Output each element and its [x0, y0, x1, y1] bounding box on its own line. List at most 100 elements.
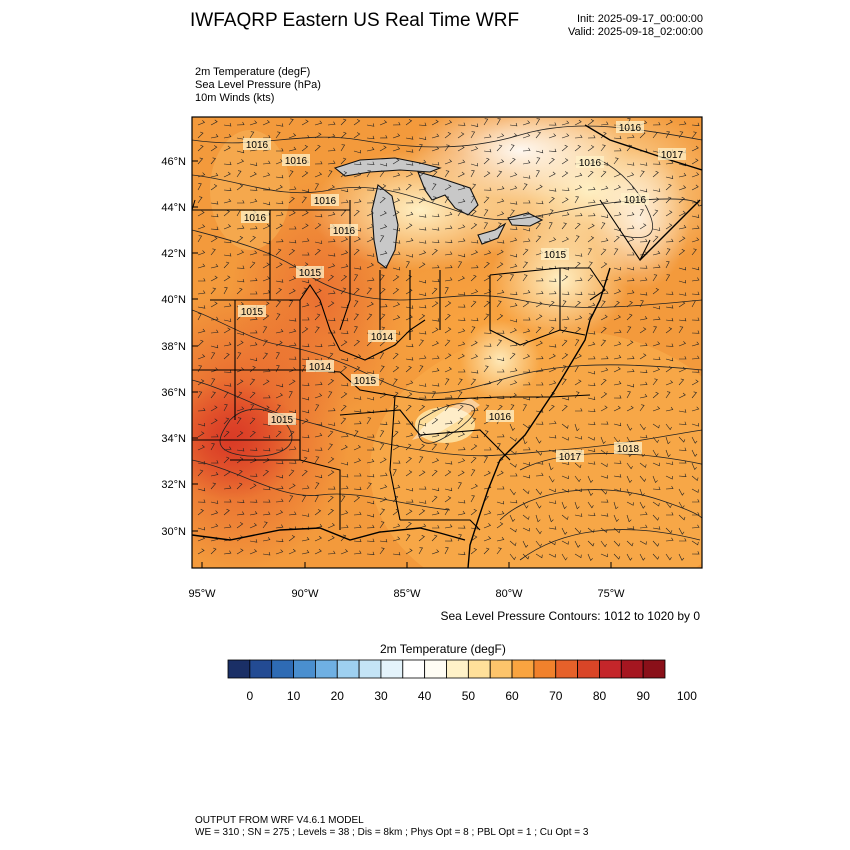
wind-barb [691, 436, 698, 444]
lat-label: 40°N [161, 294, 186, 306]
wind-barb [444, 277, 453, 282]
wind-barb [496, 159, 505, 165]
wind-barb [366, 458, 375, 464]
wind-barb [275, 248, 282, 256]
wind-barb [522, 248, 529, 256]
wind-barb [366, 210, 374, 217]
wind-barb [379, 224, 388, 230]
lon-label: 80°W [495, 588, 523, 600]
wind-barb [197, 407, 206, 412]
wind-barb [457, 525, 466, 529]
wind-barb [678, 236, 686, 243]
wind-barb [496, 144, 503, 152]
wind-barb [691, 406, 700, 412]
plot-title: IWFAQRP Eastern US Real Time WRF [190, 10, 520, 31]
wind-barb [223, 161, 232, 166]
wind-barb [392, 198, 401, 204]
wind-barb [327, 457, 335, 464]
wind-barb [626, 313, 633, 321]
wind-barb [457, 261, 463, 269]
wind-barb [210, 472, 219, 477]
wind-barb [496, 547, 502, 555]
wind-barb [236, 121, 245, 126]
wind-barb [665, 461, 674, 465]
wind-barb [392, 275, 400, 282]
wind-barb [600, 378, 607, 386]
wind-barb [314, 548, 322, 555]
wind-barb [665, 436, 671, 445]
wind-barb [652, 326, 657, 334]
wind-barb [509, 226, 518, 230]
wind-barb [561, 514, 569, 521]
wind-barb [340, 144, 346, 152]
wind-barb [314, 160, 323, 165]
wind-barb [366, 161, 375, 165]
wind-barb [587, 119, 595, 126]
pressure-label: 1016 [285, 156, 308, 167]
wind-barb [249, 549, 258, 555]
wind-barb [457, 185, 466, 191]
wind-barb [652, 553, 660, 560]
pressure-label: 1016 [246, 140, 269, 151]
wind-barb [652, 406, 661, 412]
wind-barb [210, 226, 219, 230]
wind-barb [353, 486, 362, 490]
wind-barb [210, 316, 219, 321]
wind-barb [548, 380, 557, 386]
wind-barb [366, 482, 372, 490]
wind-barb [457, 238, 466, 243]
wind-barb [210, 275, 218, 282]
wind-barb [574, 475, 581, 483]
wind-barb [431, 239, 440, 244]
wind-barb [470, 407, 479, 412]
wind-barb [470, 417, 477, 425]
wind-barb [249, 430, 256, 438]
wind-barb [379, 264, 388, 269]
wind-barb [379, 170, 385, 178]
wind-barb [353, 274, 359, 282]
wind-barb [444, 443, 449, 451]
wind-barb [665, 527, 673, 534]
wind-barb [379, 196, 386, 204]
appalachian-cold-patch [412, 398, 480, 440]
pressure-label: 1014 [371, 332, 394, 343]
wind-barb [197, 250, 206, 256]
wind-barb [249, 187, 258, 191]
wind-barb [470, 223, 478, 230]
wind-barb [561, 353, 569, 360]
wind-barb [665, 223, 673, 230]
wind-barb [301, 302, 310, 308]
wind-barb [289, 226, 297, 230]
wind-barb [249, 330, 258, 334]
wind-barb [288, 495, 294, 503]
wind-barb [275, 498, 284, 503]
wind-barb [626, 383, 635, 388]
wind-barb [210, 433, 219, 438]
wind-barb [678, 392, 686, 399]
wind-barb [574, 196, 579, 204]
wind-barb [548, 148, 557, 152]
wind-barb [210, 263, 219, 269]
wind-barb [457, 171, 465, 178]
colorbar-tick-label: 30 [374, 689, 388, 703]
wind-barb [431, 340, 439, 347]
wind-barb [600, 248, 607, 256]
wind-barb [496, 369, 505, 373]
wind-barb [639, 265, 648, 269]
wind-barb [249, 522, 257, 529]
wind-barb [236, 469, 243, 477]
wind-barb [223, 391, 229, 399]
wind-barb [509, 319, 518, 323]
wind-barb [561, 171, 569, 178]
wind-barb [678, 527, 685, 535]
wind-barb [613, 171, 621, 178]
wind-barb [327, 301, 335, 308]
lon-label: 75°W [597, 588, 625, 600]
wind-barb [418, 171, 425, 178]
colorbar-swatch [599, 659, 622, 679]
wind-barb [353, 300, 359, 308]
wind-barb [587, 553, 593, 562]
wind-barb [574, 235, 580, 243]
wind-barb [587, 527, 595, 533]
